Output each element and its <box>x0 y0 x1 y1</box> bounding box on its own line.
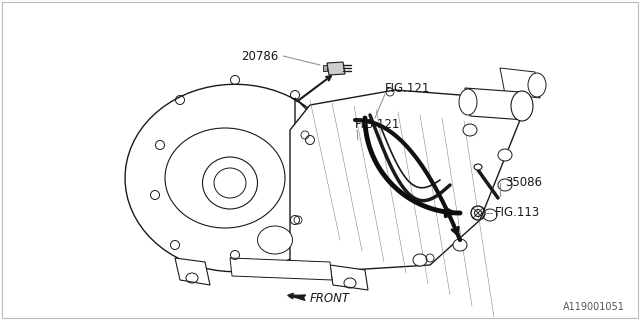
Text: 35086: 35086 <box>505 177 542 189</box>
Polygon shape <box>175 258 210 285</box>
Text: FIG.121: FIG.121 <box>355 118 401 132</box>
Polygon shape <box>125 84 333 272</box>
Polygon shape <box>500 68 540 98</box>
Polygon shape <box>330 265 368 290</box>
Ellipse shape <box>498 179 512 191</box>
Ellipse shape <box>202 157 257 209</box>
Ellipse shape <box>474 164 482 170</box>
Polygon shape <box>323 65 327 71</box>
Text: 20786: 20786 <box>241 50 278 62</box>
Ellipse shape <box>214 168 246 198</box>
Ellipse shape <box>511 91 533 121</box>
Ellipse shape <box>463 124 477 136</box>
Text: FIG.121: FIG.121 <box>385 82 430 94</box>
Polygon shape <box>290 90 520 270</box>
Ellipse shape <box>257 226 292 254</box>
Polygon shape <box>465 88 525 120</box>
Ellipse shape <box>528 73 546 97</box>
Ellipse shape <box>165 128 285 228</box>
Ellipse shape <box>459 89 477 115</box>
Ellipse shape <box>413 254 427 266</box>
Ellipse shape <box>498 149 512 161</box>
Polygon shape <box>230 258 332 280</box>
Text: FIG.113: FIG.113 <box>495 206 540 220</box>
Text: A119001051: A119001051 <box>563 302 625 312</box>
Polygon shape <box>327 62 345 75</box>
Ellipse shape <box>453 239 467 251</box>
Ellipse shape <box>483 209 497 221</box>
Text: FRONT: FRONT <box>310 292 350 305</box>
